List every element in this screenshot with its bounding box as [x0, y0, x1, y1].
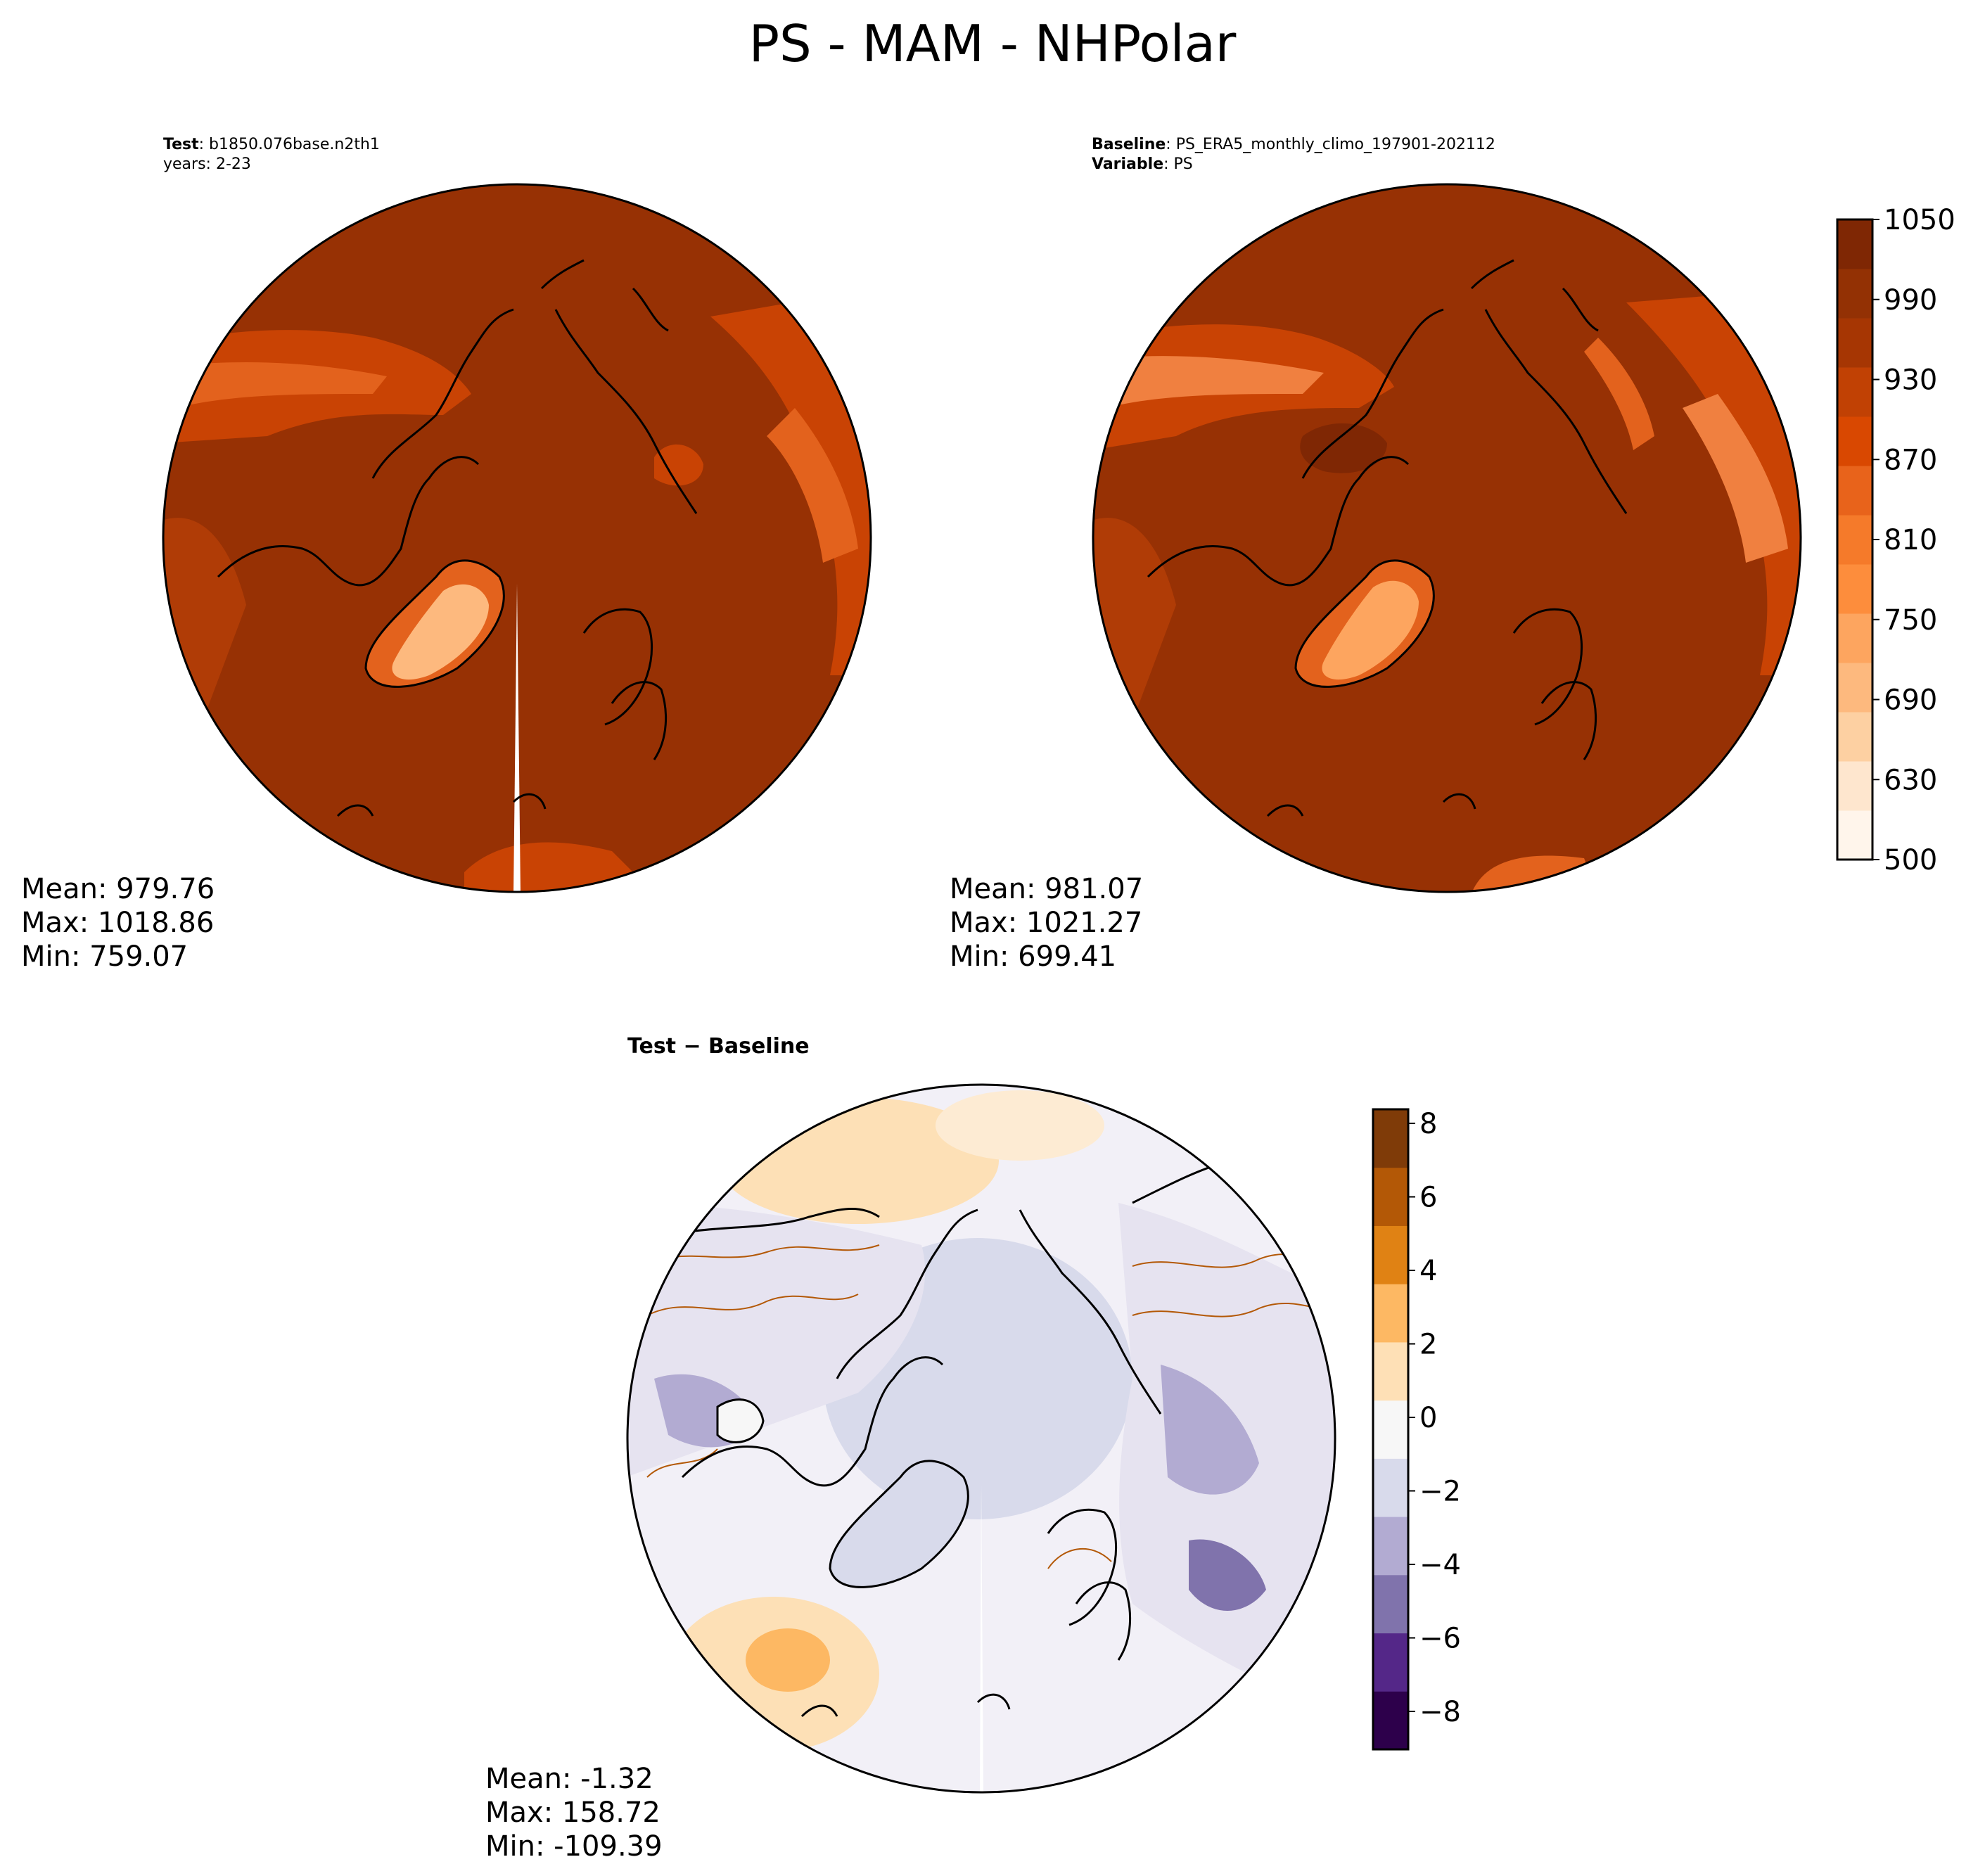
colorbar-diff-tick-label: 0: [1419, 1402, 1437, 1434]
diff-greenland-field: [830, 1460, 969, 1588]
baseline-variable-text: : PS: [1163, 155, 1193, 173]
colorbar-main-tick-label: 990: [1884, 284, 1937, 317]
colorbar-diff: 8 6 4 2 0 −2 −4 −6 −8: [1372, 1108, 1461, 1751]
test-greenland-core: [392, 584, 489, 680]
colorbar-main-tick-label: 630: [1884, 764, 1937, 796]
colorbar-main-swatch: [1837, 712, 1872, 762]
baseline-mean: Mean: 981.07: [950, 873, 1144, 905]
colorbar-main-swatch: [1837, 416, 1872, 466]
test-land-field-2: [176, 362, 387, 408]
colorbar-diff-swatch: [1373, 1517, 1408, 1576]
baseline-header: Baseline: PS_ERA5_monthly_climo_197901-2…: [1092, 135, 1495, 174]
test-years: years: 2-23: [163, 155, 251, 173]
baseline-high-pressure-cell: [1300, 423, 1387, 473]
baseline-land-field-4: [1683, 394, 1788, 563]
colorbar-diff-tick-label: 6: [1419, 1182, 1437, 1214]
diff-mean: Mean: -1.32: [485, 1763, 653, 1795]
colorbar-main-swatch: [1837, 761, 1872, 811]
colorbar-main-swatch: [1837, 515, 1872, 565]
colorbar-main-tick-label: 810: [1884, 524, 1937, 556]
test-land-field-4: [767, 408, 858, 563]
baseline-map: [1092, 183, 1802, 893]
diff-negative-patch-1: [1161, 1365, 1259, 1495]
colorbar-diff-swatch: [1373, 1691, 1408, 1750]
baseline-land-field-3: [1626, 288, 1801, 675]
test-header: Test: b1850.076base.n2th1 years: 2-23: [163, 135, 380, 174]
diff-negative-patch-3: [1189, 1539, 1266, 1611]
colorbar-main-tick-label: 750: [1884, 604, 1937, 637]
colorbar-main-tick-label: 500: [1884, 844, 1937, 876]
colorbar-diff-swatch: [1373, 1574, 1408, 1634]
figure-title: PS - MAM - NHPolar: [748, 14, 1237, 73]
colorbar-diff-tick-label: −8: [1419, 1696, 1461, 1728]
colorbar-diff-swatch: [1373, 1400, 1408, 1459]
colorbar-diff-tick-label: −6: [1419, 1623, 1461, 1655]
colorbar-main-swatch: [1837, 269, 1872, 319]
test-coastlines: [217, 259, 698, 817]
test-land-field-3: [710, 288, 871, 675]
test-max: Max: 1018.86: [21, 907, 215, 939]
diff-map: [626, 1083, 1336, 1794]
colorbar-diff-frame: [1372, 1108, 1410, 1751]
colorbar-main-swatch: [1837, 613, 1872, 663]
diff-min: Min: -109.39: [485, 1830, 663, 1863]
colorbar-diff-tick-label: 2: [1419, 1329, 1437, 1361]
baseline-label-bold: Baseline: [1092, 136, 1166, 153]
colorbar-diff-tick-label: 8: [1419, 1108, 1437, 1140]
baseline-map-boundary: [1092, 183, 1802, 893]
colorbar-diff-swatch: [1373, 1458, 1408, 1517]
colorbar-diff-swatch: [1373, 1284, 1408, 1343]
colorbar-main-swatch: [1837, 367, 1872, 417]
diff-positive-core: [746, 1628, 830, 1692]
baseline-max: Max: 1021.27: [950, 907, 1143, 939]
test-map: [162, 183, 872, 893]
baseline-stats: Mean: 981.07 Max: 1021.27 Min: 699.41: [950, 872, 1143, 974]
test-label-bold: Test: [163, 136, 199, 153]
test-seam-artifact: [513, 584, 521, 892]
colorbar-diff-tick-label: 4: [1419, 1255, 1437, 1287]
baseline-land-field-5: [1584, 338, 1654, 450]
baseline-land-field-2: [1106, 356, 1324, 408]
diff-baffin-patch: [717, 1399, 763, 1443]
colorbar-diff-swatch: [1373, 1167, 1408, 1226]
test-land-field-5: [654, 444, 703, 486]
diff-positive-blob-2: [936, 1090, 1104, 1161]
baseline-min: Min: 699.41: [950, 940, 1117, 973]
colorbar-diff-swatch: [1373, 1633, 1408, 1692]
diff-title: Test − Baseline: [627, 1034, 810, 1059]
baseline-ocean-field: [1093, 184, 1801, 892]
baseline-variable-bold: Variable: [1092, 155, 1164, 173]
colorbar-main-tick-label: 1050: [1884, 204, 1955, 236]
colorbar-main-swatch: [1837, 564, 1872, 614]
colorbar-main-swatch: [1837, 318, 1872, 368]
colorbar-main-swatch: [1837, 810, 1872, 860]
colorbar-main: 1050 990 930 870 810 750 690 630 500: [1836, 204, 1955, 876]
test-stats: Mean: 979.76 Max: 1018.86 Min: 759.07: [21, 872, 215, 974]
test-min: Min: 759.07: [21, 940, 189, 973]
colorbar-main-tick-label: 930: [1884, 364, 1937, 397]
diff-map-boundary: [626, 1083, 1336, 1794]
colorbar-diff-tick-label: −4: [1419, 1549, 1461, 1581]
baseline-greenland-core: [1322, 580, 1419, 680]
colorbar-main-tick-label: 870: [1884, 444, 1937, 476]
test-mean: Mean: 979.76: [21, 873, 215, 905]
baseline-coastlines: [1147, 259, 1628, 817]
colorbar-main-swatch: [1837, 663, 1872, 713]
colorbar-main-swatch: [1837, 219, 1872, 269]
colorbar-diff-swatch: [1373, 1225, 1408, 1284]
colorbar-diff-swatch: [1373, 1341, 1408, 1401]
diff-stats: Mean: -1.32 Max: 158.72 Min: -109.39: [485, 1762, 663, 1863]
diff-seam-artifact: [980, 1484, 983, 1792]
colorbar-diff-tick-label: −2: [1419, 1476, 1461, 1508]
baseline-label-text: : PS_ERA5_monthly_climo_197901-202112: [1166, 136, 1495, 153]
colorbar-diff-swatch: [1373, 1109, 1408, 1168]
colorbar-main-swatch: [1837, 466, 1872, 516]
diff-max: Max: 158.72: [485, 1797, 660, 1829]
colorbar-main-tick-label: 690: [1884, 684, 1937, 717]
test-label-text: : b1850.076base.n2th1: [198, 136, 380, 153]
test-map-boundary: [162, 183, 872, 893]
